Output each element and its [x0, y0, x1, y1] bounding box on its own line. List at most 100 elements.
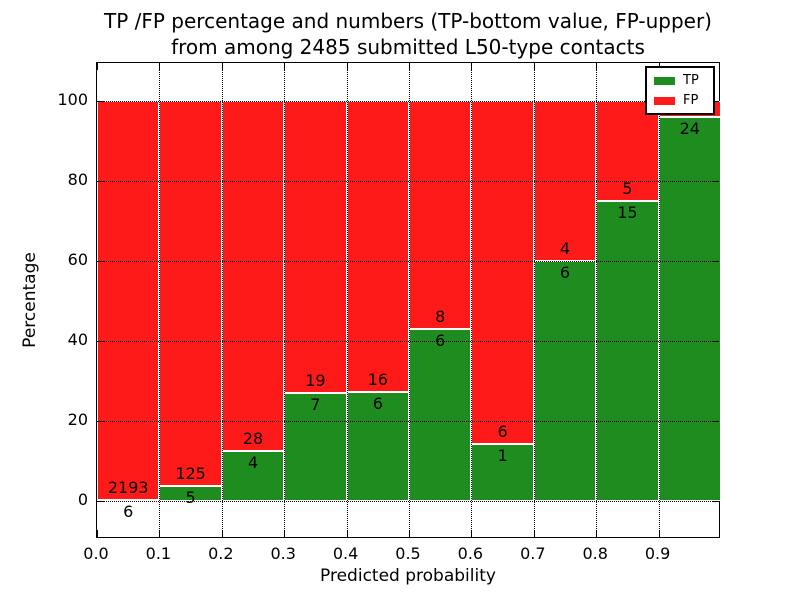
tp-count-label: 5	[185, 487, 196, 507]
grid-line-h	[97, 341, 719, 342]
y-tick-mark	[712, 501, 719, 502]
x-tick-mark	[533, 63, 535, 70]
x-tick-mark	[409, 530, 410, 537]
bar-fp-segment	[284, 101, 347, 394]
fp-count-label: 4	[559, 239, 571, 258]
y-tick-mark	[97, 101, 104, 102]
y-tick-mark	[97, 261, 104, 262]
x-tick-mark	[346, 63, 348, 70]
y-tick-label: 0	[77, 490, 88, 509]
bar-fp-segment	[221, 101, 285, 451]
x-tick-mark	[658, 530, 660, 537]
grid-line-v	[471, 63, 473, 537]
tp-count-label: 6	[372, 393, 383, 413]
tp-count-label: 15	[617, 203, 638, 222]
fp-count-label: 2193	[107, 477, 149, 497]
grid-line-h	[97, 261, 719, 262]
x-tick-mark	[159, 530, 161, 537]
y-axis-label: Percentage	[20, 252, 40, 348]
y-tick-mark	[97, 181, 104, 182]
legend-label-tp: TP	[683, 73, 699, 88]
x-tick-mark	[97, 63, 98, 70]
x-tick-mark	[596, 63, 598, 70]
tp-count-label: 7	[310, 395, 321, 415]
x-tick-label: 0.8	[582, 544, 608, 563]
x-tick-mark	[346, 530, 348, 537]
y-tick-label: 20	[67, 410, 88, 429]
y-tick-mark	[712, 181, 719, 182]
fp-count-label: 6	[497, 421, 508, 441]
grid-line-v	[409, 63, 410, 537]
x-tick-mark	[409, 63, 410, 70]
bar-fp-segment	[97, 101, 160, 500]
legend-row-tp: TP	[654, 74, 706, 87]
grid-line-v	[284, 63, 286, 537]
chart-title-line1: TP /FP percentage and numbers (TP-bottom…	[104, 9, 712, 33]
bar-tp-segment	[533, 261, 597, 501]
fp-count-label: 28	[242, 429, 264, 448]
y-tick-label: 80	[67, 170, 88, 189]
x-tick-label: 0.2	[208, 544, 234, 563]
tp-legend-swatch-icon	[654, 76, 675, 85]
grid-line-v	[658, 63, 660, 537]
y-tick-label: 100	[57, 90, 88, 109]
x-tick-label: 0.5	[395, 544, 421, 563]
bar-tp-segment	[471, 443, 534, 501]
grid-line-h	[97, 181, 719, 182]
legend-label-fp: FP	[683, 93, 699, 108]
bar-fp-segment	[159, 101, 222, 486]
fp-legend-swatch-icon	[654, 96, 675, 105]
bar-tp-segment	[658, 117, 721, 501]
fp-count-label: 5	[622, 179, 633, 198]
x-tick-label: 0.1	[145, 544, 172, 563]
bar-fp-segment	[596, 101, 659, 201]
fp-count-label: 19	[305, 371, 326, 391]
x-tick-label: 0.0	[83, 544, 109, 563]
grid-line-v	[346, 63, 348, 537]
bar-fp-segment	[409, 101, 472, 330]
tp-count-label: 4	[247, 453, 259, 472]
tp-count-label: 6	[435, 331, 446, 351]
bar-tp-segment	[346, 391, 409, 501]
x-tick-mark	[159, 63, 161, 70]
y-tick-label: 60	[67, 250, 88, 269]
chart-title: TP /FP percentage and numbers (TP-bottom…	[96, 8, 720, 60]
tp-count-label: 6	[123, 501, 134, 521]
x-axis-label: Predicted probability	[320, 566, 496, 586]
x-tick-mark	[284, 530, 286, 537]
x-tick-label: 0.4	[332, 544, 359, 563]
fp-count-label: 125	[175, 463, 206, 483]
fp-count-label: 8	[435, 307, 446, 327]
x-tick-label: 0.3	[270, 544, 296, 563]
y-tick-mark	[712, 341, 719, 342]
x-tick-mark	[221, 63, 223, 70]
grid-line-v	[596, 63, 598, 537]
y-tick-mark	[97, 421, 104, 422]
x-tick-label: 0.7	[520, 544, 546, 563]
y-tick-mark	[712, 421, 719, 422]
x-tick-mark	[533, 530, 535, 537]
x-tick-label: 0.9	[644, 544, 671, 563]
y-tick-mark	[712, 101, 719, 102]
x-tick-mark	[221, 530, 223, 537]
x-tick-mark	[471, 63, 473, 70]
legend-row-fp: FP	[654, 94, 706, 107]
plot-area: 2193 6 125 5 28 4 19 7 16 6 8 6 6 1 4 6 5 15 24 TP FP	[96, 62, 721, 538]
grid-line-h	[97, 101, 719, 102]
x-tick-mark	[97, 530, 98, 537]
bar-fp-segment	[346, 101, 409, 392]
legend: TP FP	[645, 66, 715, 115]
x-tick-mark	[471, 530, 473, 537]
bar-fp-segment	[471, 101, 534, 444]
grid-line-v	[159, 63, 161, 537]
x-tick-label: 0.6	[457, 544, 484, 563]
tp-count-label: 24	[679, 119, 700, 138]
grid-line-h	[97, 501, 719, 502]
x-tick-mark	[284, 63, 286, 70]
y-tick-mark	[97, 501, 104, 502]
y-tick-label: 40	[67, 330, 88, 349]
bar-tp-segment	[409, 329, 472, 501]
fp-count-label: 16	[367, 369, 388, 389]
tp-count-label: 1	[497, 445, 508, 465]
